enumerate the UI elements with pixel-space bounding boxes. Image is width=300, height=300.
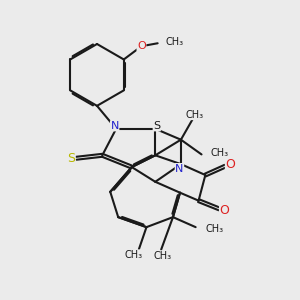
Text: CH₃: CH₃ xyxy=(185,110,203,120)
Text: O: O xyxy=(225,158,235,171)
Text: CH₃: CH₃ xyxy=(206,224,224,234)
Text: N: N xyxy=(110,121,119,131)
Text: O: O xyxy=(220,204,230,217)
Text: S: S xyxy=(67,152,75,165)
Text: S: S xyxy=(153,121,160,131)
Text: N: N xyxy=(175,164,184,173)
Text: CH₃: CH₃ xyxy=(166,37,184,47)
Text: O: O xyxy=(137,41,146,51)
Text: CH₃: CH₃ xyxy=(124,250,142,260)
Text: CH₃: CH₃ xyxy=(154,251,172,261)
Text: CH₃: CH₃ xyxy=(211,148,229,158)
